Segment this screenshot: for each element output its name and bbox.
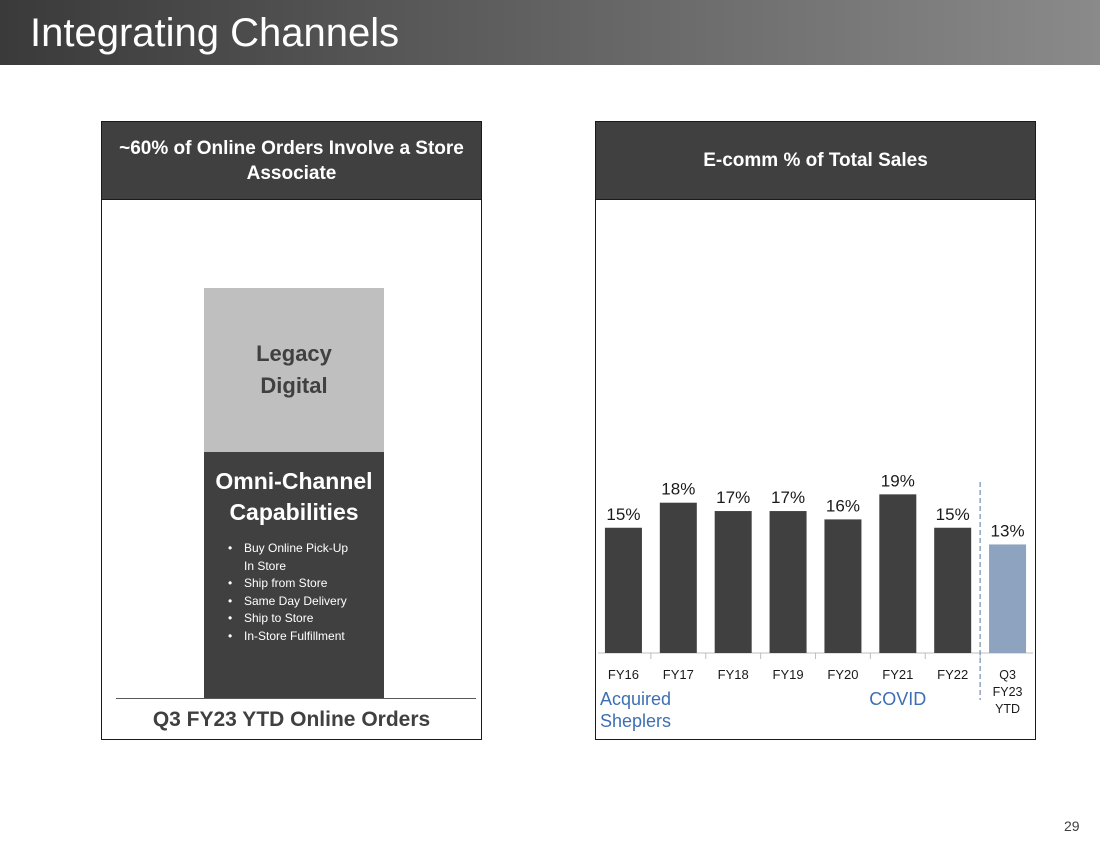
- annotation-fy16: Sheplers: [600, 711, 671, 731]
- x-tick-label: FY22: [937, 667, 968, 682]
- annotation-fy21: COVID: [869, 689, 926, 709]
- bar-fy22: [934, 527, 972, 653]
- online-orders-caption: Q3 FY23 YTD Online Orders: [152, 708, 431, 731]
- title-bar: Integrating Channels: [0, 0, 1100, 65]
- omni-channel-list: Buy Online Pick-Up In Store Ship from St…: [204, 540, 384, 645]
- bar-fy18: [714, 511, 752, 653]
- bar-q3-fy23-ytd: [989, 544, 1027, 653]
- x-tick-label: Q3: [999, 668, 1016, 682]
- omni-item: Same Day Delivery: [228, 593, 384, 611]
- x-tick-label: FY17: [663, 667, 694, 682]
- x-tick-label: FY21: [882, 667, 913, 682]
- omni-item: Ship from Store: [228, 575, 384, 593]
- omni-item: In-Store Fulfillment: [228, 628, 384, 646]
- ecomm-chart-panel: E-comm % of Total Sales 15% FY16 18% FY17 17…: [595, 121, 1036, 740]
- online-orders-panel: ~60% of Online Orders Involve a Store As…: [101, 121, 482, 740]
- x-tick-label: FY19: [773, 667, 804, 682]
- bar-fy19: [769, 511, 807, 653]
- data-label: 18%: [661, 480, 695, 499]
- left-baseline: [116, 698, 476, 699]
- legacy-digital-segment: Legacy Digital: [204, 288, 384, 452]
- page-number: 29: [1064, 818, 1080, 834]
- omni-channel-title: Omni-Channel Capabilities: [215, 468, 373, 525]
- data-label: 13%: [991, 521, 1025, 540]
- legacy-digital-label: Legacy Digital: [256, 341, 332, 398]
- x-tick-label: YTD: [995, 702, 1020, 716]
- data-label: 17%: [771, 488, 805, 507]
- annotation-fy16: Acquired: [600, 689, 671, 709]
- x-tick-label: FY23: [993, 685, 1023, 699]
- x-tick-label: FY18: [718, 667, 749, 682]
- ecomm-chart-header: E-comm % of Total Sales: [596, 122, 1035, 200]
- data-label: 19%: [881, 471, 915, 490]
- online-orders-header: ~60% of Online Orders Involve a Store As…: [102, 122, 481, 200]
- x-tick-label: FY16: [608, 667, 639, 682]
- bar-fy16: [604, 527, 642, 653]
- omni-channel-segment: Omni-Channel Capabilities Buy Online Pic…: [204, 452, 384, 698]
- bar-fy21: [879, 494, 917, 653]
- bar-fy20: [824, 519, 862, 653]
- bar-fy17: [659, 502, 697, 653]
- omni-item: Buy Online Pick-Up In Store: [228, 540, 362, 575]
- ecomm-bar-chart: 15% FY16 18% FY17 17% FY18 17% FY19 16% FY20 19% FY…: [598, 471, 1033, 731]
- data-label: 17%: [716, 488, 750, 507]
- data-label: 16%: [826, 496, 860, 515]
- x-tick-label: FY20: [827, 667, 858, 682]
- slide-title: Integrating Channels: [30, 11, 400, 55]
- omni-item: Ship to Store: [228, 610, 384, 628]
- data-label: 15%: [936, 505, 970, 524]
- data-label: 15%: [606, 505, 640, 524]
